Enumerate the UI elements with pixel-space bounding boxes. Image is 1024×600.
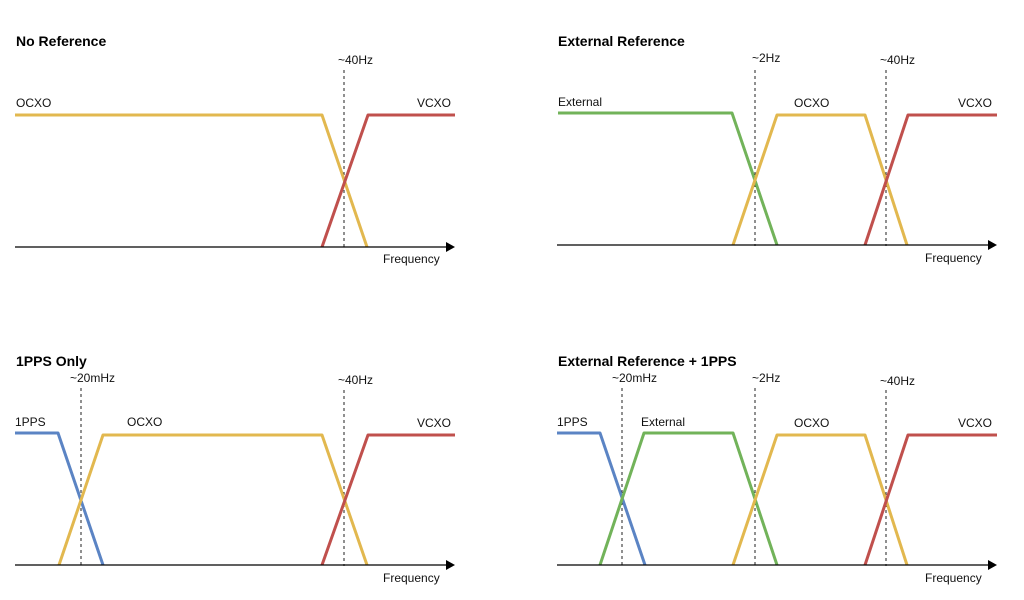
curve-vcxo [863, 433, 997, 566]
curve-label-vcxo: VCXO [958, 416, 992, 430]
curve-1pps [557, 431, 647, 566]
curve-label-ocxo: OCXO [16, 96, 51, 110]
diagram-external-reference: External Reference ~2Hz ~40Hz External O… [557, 33, 997, 265]
curve-label-ocxo: OCXO [794, 416, 829, 430]
curve-vcxo [863, 113, 997, 246]
marker-40hz-label: ~40Hz [880, 374, 915, 388]
marker-40hz-label: ~40Hz [338, 53, 373, 67]
marker-40hz-label: ~40Hz [880, 53, 915, 67]
curve-ocxo [57, 433, 369, 566]
curve-label-external: External [558, 95, 602, 109]
curve-label-vcxo: VCXO [417, 96, 451, 110]
axis-label: Frequency [383, 571, 440, 585]
curve-label-ocxo: OCXO [127, 415, 162, 429]
curve-ocxo [731, 433, 909, 566]
axis-arrowhead [446, 560, 455, 570]
curve-1pps [15, 431, 105, 566]
curve-ocxo [15, 113, 369, 248]
diagram-1pps-only: 1PPS Only ~20mHz ~40Hz 1PPS OCXO VCXO Fr… [15, 353, 455, 585]
axis-label: Frequency [925, 571, 982, 585]
axis-arrowhead [446, 242, 455, 252]
curve-external [598, 431, 779, 566]
curve-label-ocxo: OCXO [794, 96, 829, 110]
curve-ocxo [731, 113, 909, 246]
diagram-title: External Reference + 1PPS [558, 353, 737, 369]
axis-label: Frequency [383, 252, 440, 266]
curve-label-external: External [641, 415, 685, 429]
axis-label: Frequency [925, 251, 982, 265]
diagram-external-reference-1pps: External Reference + 1PPS ~20mHz ~2Hz ~4… [557, 353, 997, 585]
curve-vcxo [320, 113, 455, 248]
marker-40hz-label: ~40Hz [338, 373, 373, 387]
diagram-title: External Reference [558, 33, 685, 49]
marker-2hz-label: ~2Hz [752, 371, 780, 385]
diagram-title: 1PPS Only [16, 353, 87, 369]
axis-arrowhead [988, 560, 997, 570]
curve-label-1pps: 1PPS [557, 415, 588, 429]
curve-vcxo [320, 433, 455, 566]
marker-20mhz-label: ~20mHz [612, 371, 657, 385]
marker-20mhz-label: ~20mHz [70, 371, 115, 385]
curve-label-vcxo: VCXO [417, 416, 451, 430]
axis-arrowhead [988, 240, 997, 250]
curve-external [558, 111, 779, 246]
curve-label-1pps: 1PPS [15, 415, 46, 429]
diagram-title: No Reference [16, 33, 106, 49]
marker-2hz-label: ~2Hz [752, 51, 780, 65]
diagram-no-reference: No Reference ~40Hz OCXO VCXO Frequency [15, 33, 455, 266]
curve-label-vcxo: VCXO [958, 96, 992, 110]
